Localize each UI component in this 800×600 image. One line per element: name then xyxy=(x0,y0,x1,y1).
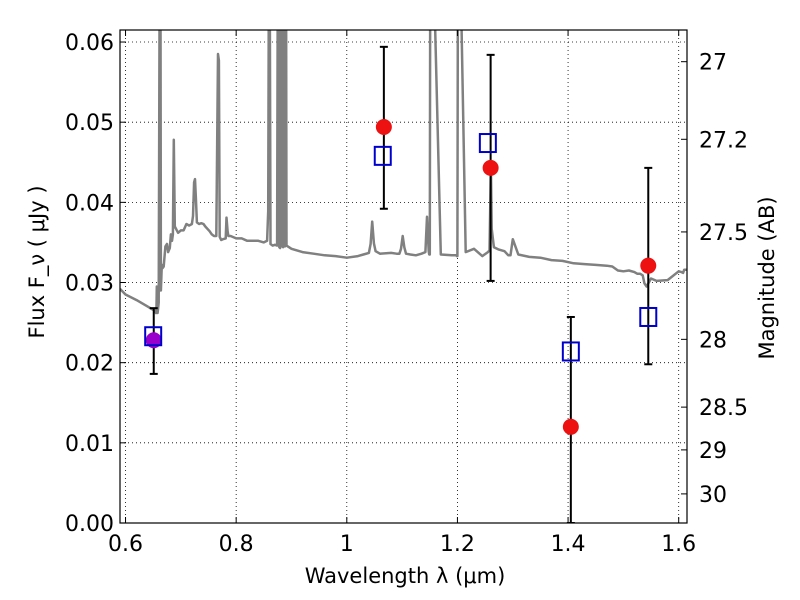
x-tick-labels: 0.6 0.8 1 1.2 1.4 1.6 xyxy=(108,532,696,557)
model-band-squares xyxy=(144,133,658,362)
x-tick-label: 1.4 xyxy=(551,532,586,557)
x-tick-label: 0.8 xyxy=(219,532,254,557)
observed-points xyxy=(145,118,657,435)
observed-point xyxy=(562,418,579,435)
x-tick-label: 1.6 xyxy=(661,532,696,557)
model-square xyxy=(639,306,658,327)
observed-point xyxy=(375,118,392,135)
x-tick-label: 0.6 xyxy=(108,532,143,557)
model-square xyxy=(478,133,497,154)
y-tick-label: 0.06 xyxy=(65,31,114,56)
model-square xyxy=(144,326,163,347)
y-tick-label: 0.00 xyxy=(65,512,114,537)
y2-axis-label: Magnitude (AB) xyxy=(755,196,779,359)
x-axis-label: Wavelength λ (μm) xyxy=(305,564,506,588)
gridlines xyxy=(120,30,687,524)
y2-tick-label: 28 xyxy=(699,328,727,353)
model-square xyxy=(373,145,392,166)
y-tick-label: 0.01 xyxy=(65,432,114,457)
x-tick-label: 1 xyxy=(340,532,354,557)
observed-point xyxy=(482,159,499,176)
tick-marks xyxy=(120,30,687,524)
model-square xyxy=(561,341,580,362)
y2-tick-label: 30 xyxy=(699,483,727,508)
template-sed-line xyxy=(120,30,687,315)
y2-tick-label: 27.5 xyxy=(699,221,748,246)
y2-tick-label: 29 xyxy=(699,439,727,464)
y2-tick-labels: 27 27.2 27.5 28 28.5 29 30 xyxy=(699,51,748,508)
y-tick-label: 0.04 xyxy=(65,191,114,216)
y-tick-label: 0.03 xyxy=(65,272,114,297)
y2-tick-label: 27 xyxy=(699,51,727,76)
y-tick-label: 0.02 xyxy=(65,352,114,377)
y2-tick-label: 28.5 xyxy=(699,396,748,421)
y-tick-labels: 0.00 0.01 0.02 0.03 0.04 0.05 0.06 xyxy=(65,31,114,537)
y2-tick-label: 27.2 xyxy=(699,128,748,153)
error-bars xyxy=(149,45,653,523)
x-tick-label: 1.2 xyxy=(440,532,475,557)
y-tick-label: 0.05 xyxy=(65,111,114,136)
observed-point xyxy=(640,257,657,274)
y-axis-label: Flux F_ν ( μJy ) xyxy=(25,185,50,338)
plot-frame xyxy=(119,29,688,524)
